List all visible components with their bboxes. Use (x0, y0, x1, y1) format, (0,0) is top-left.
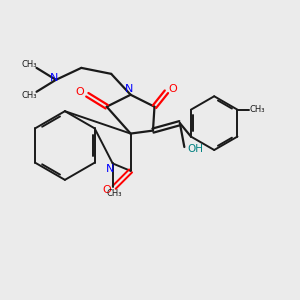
Text: OH: OH (188, 143, 204, 154)
Text: O: O (76, 87, 84, 97)
Text: CH₃: CH₃ (21, 59, 37, 68)
Text: N: N (106, 164, 114, 174)
Text: O: O (102, 185, 111, 195)
Text: CH₃: CH₃ (249, 105, 265, 114)
Text: CH₃: CH₃ (21, 91, 37, 100)
Text: O: O (169, 84, 177, 94)
Text: N: N (125, 84, 133, 94)
Text: N: N (50, 73, 59, 83)
Text: CH₃: CH₃ (106, 189, 122, 198)
